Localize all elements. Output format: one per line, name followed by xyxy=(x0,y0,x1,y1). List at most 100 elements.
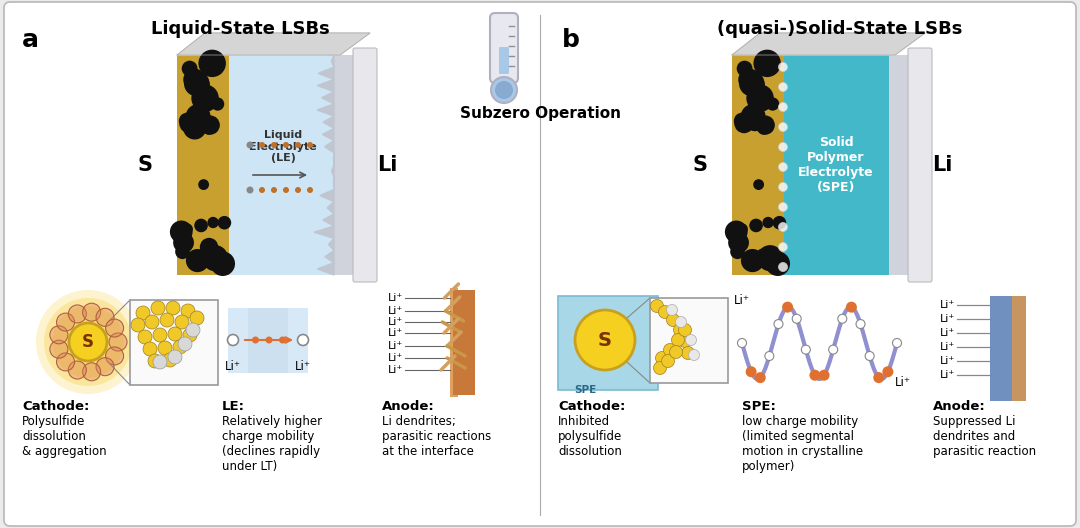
Circle shape xyxy=(168,327,183,341)
Bar xyxy=(558,296,658,390)
Circle shape xyxy=(846,301,856,313)
Circle shape xyxy=(738,338,746,347)
Circle shape xyxy=(774,319,783,328)
Circle shape xyxy=(190,311,204,325)
Text: S: S xyxy=(598,331,612,350)
Text: Li⁺: Li⁺ xyxy=(388,353,403,363)
Circle shape xyxy=(259,142,265,148)
Circle shape xyxy=(779,143,787,152)
Circle shape xyxy=(779,62,787,71)
Circle shape xyxy=(148,354,162,368)
Text: Li⁺: Li⁺ xyxy=(388,317,403,327)
Circle shape xyxy=(201,116,220,135)
Text: Inhibited
polysulfide
dissolution: Inhibited polysulfide dissolution xyxy=(558,415,622,458)
Circle shape xyxy=(745,366,757,377)
Text: Li⁺: Li⁺ xyxy=(388,341,403,351)
Polygon shape xyxy=(177,33,370,55)
Circle shape xyxy=(653,362,666,374)
Circle shape xyxy=(69,323,107,361)
Circle shape xyxy=(678,335,691,347)
Circle shape xyxy=(211,251,235,276)
Circle shape xyxy=(495,81,513,99)
Circle shape xyxy=(728,232,748,253)
Circle shape xyxy=(173,232,194,253)
Circle shape xyxy=(874,372,885,383)
Circle shape xyxy=(170,221,192,243)
Circle shape xyxy=(801,345,810,354)
Circle shape xyxy=(68,361,86,379)
Circle shape xyxy=(779,242,787,251)
Circle shape xyxy=(828,345,838,354)
Circle shape xyxy=(82,363,100,381)
Bar xyxy=(177,55,229,275)
Bar xyxy=(650,298,728,383)
Bar xyxy=(453,290,475,395)
Text: Liquid
Electrolyte
(LE): Liquid Electrolyte (LE) xyxy=(249,130,316,163)
Circle shape xyxy=(247,142,253,148)
Circle shape xyxy=(56,313,75,331)
Bar xyxy=(130,300,218,385)
Circle shape xyxy=(199,50,226,77)
Circle shape xyxy=(181,61,198,77)
Circle shape xyxy=(173,340,187,354)
Text: Liquid-State LSBs: Liquid-State LSBs xyxy=(150,20,329,38)
Text: a: a xyxy=(22,28,39,52)
Text: Li⁺: Li⁺ xyxy=(940,356,955,366)
Text: Cathode:: Cathode: xyxy=(558,400,625,413)
Circle shape xyxy=(52,306,124,378)
Text: Li: Li xyxy=(377,155,397,175)
Circle shape xyxy=(297,335,309,345)
Text: Li⁺: Li⁺ xyxy=(940,342,955,352)
Circle shape xyxy=(131,318,145,332)
Circle shape xyxy=(779,163,787,172)
Circle shape xyxy=(746,76,765,95)
Circle shape xyxy=(650,299,663,313)
Circle shape xyxy=(779,122,787,131)
Circle shape xyxy=(166,301,180,315)
Circle shape xyxy=(672,334,685,346)
Circle shape xyxy=(36,290,140,394)
Circle shape xyxy=(202,90,214,101)
Circle shape xyxy=(295,142,301,148)
Circle shape xyxy=(744,110,766,131)
Circle shape xyxy=(750,219,762,232)
Circle shape xyxy=(678,324,691,336)
Circle shape xyxy=(181,304,195,318)
Text: Relatively higher
charge mobility
(declines rapidly
under LT): Relatively higher charge mobility (decli… xyxy=(222,415,322,473)
Circle shape xyxy=(106,319,123,337)
Circle shape xyxy=(266,336,272,344)
Circle shape xyxy=(138,330,152,344)
Circle shape xyxy=(762,217,773,228)
Circle shape xyxy=(307,142,313,148)
Text: b: b xyxy=(562,28,580,52)
Circle shape xyxy=(247,187,253,193)
Circle shape xyxy=(259,187,265,193)
Circle shape xyxy=(201,86,214,99)
Text: Solid
Polymer
Electrolyte
(SPE): Solid Polymer Electrolyte (SPE) xyxy=(798,136,874,194)
FancyBboxPatch shape xyxy=(4,2,1076,526)
Circle shape xyxy=(753,179,764,190)
Circle shape xyxy=(663,344,676,356)
Circle shape xyxy=(892,338,902,347)
Circle shape xyxy=(283,187,289,193)
Circle shape xyxy=(779,82,787,91)
Text: Li⁺: Li⁺ xyxy=(388,306,403,316)
Circle shape xyxy=(758,124,769,135)
Text: SPE:: SPE: xyxy=(742,400,775,413)
Circle shape xyxy=(106,347,123,365)
Text: Li: Li xyxy=(932,155,953,175)
Circle shape xyxy=(68,305,86,323)
FancyBboxPatch shape xyxy=(353,48,377,282)
Circle shape xyxy=(246,142,254,148)
Text: Li⁺: Li⁺ xyxy=(388,328,403,338)
Circle shape xyxy=(279,336,286,344)
Circle shape xyxy=(737,223,747,235)
Circle shape xyxy=(766,97,780,111)
Circle shape xyxy=(307,187,313,193)
Circle shape xyxy=(181,223,193,235)
Circle shape xyxy=(757,245,783,271)
Circle shape xyxy=(271,142,276,148)
Circle shape xyxy=(661,354,675,367)
Circle shape xyxy=(779,183,787,192)
Bar xyxy=(450,288,458,397)
